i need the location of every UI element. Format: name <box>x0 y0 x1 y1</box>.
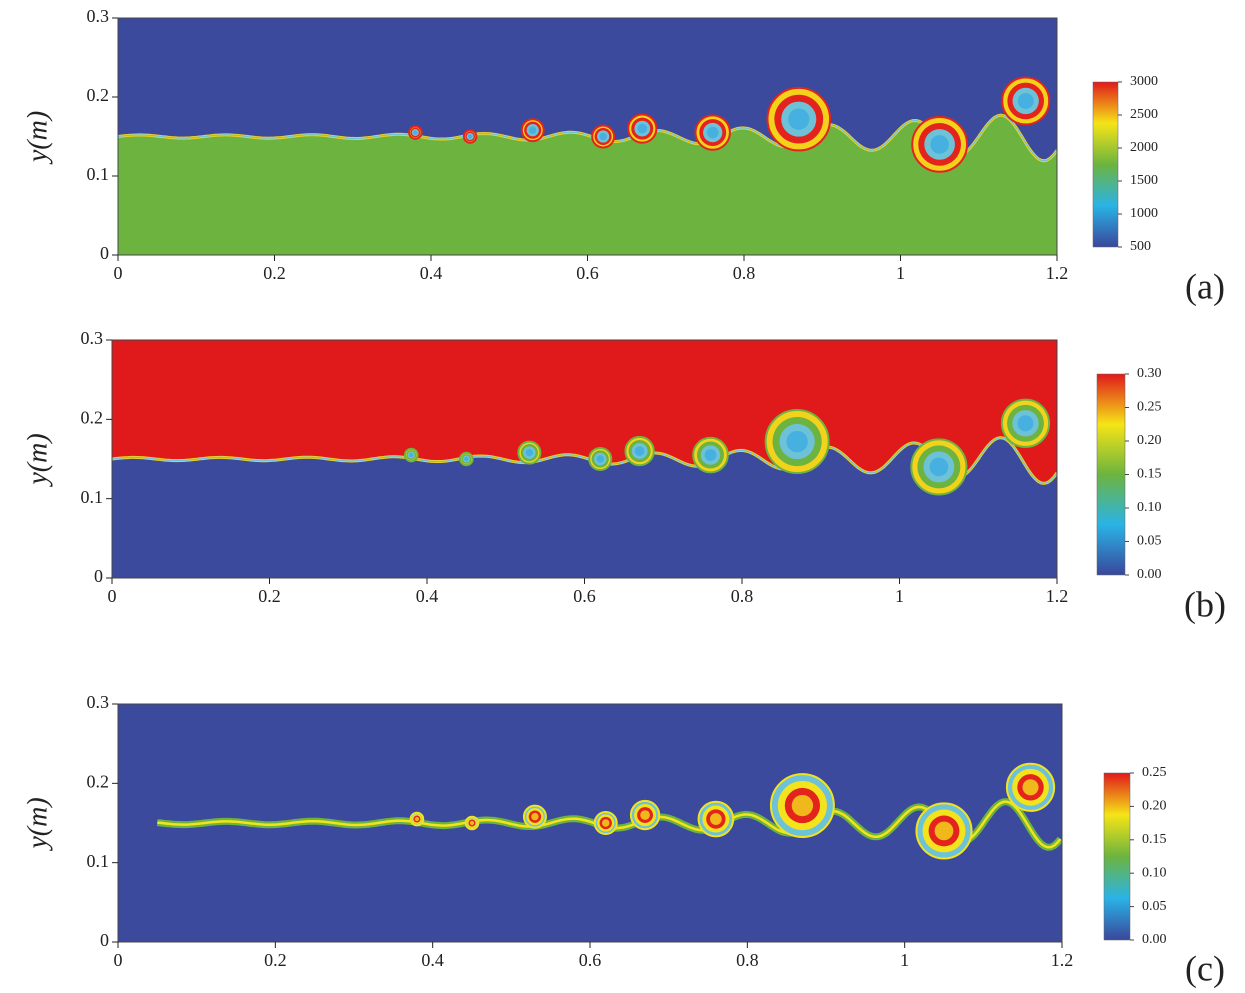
vortex <box>1017 415 1034 432</box>
colorbar-tick-label: 0.05 <box>1137 534 1162 549</box>
colorbar-tick-label: 0.00 <box>1142 932 1167 947</box>
colorbar-tick-label: 0.20 <box>1137 433 1162 448</box>
vortex <box>469 820 475 826</box>
vortex <box>525 448 534 457</box>
x-tick-label: 0.6 <box>573 586 596 606</box>
vortex <box>596 455 604 463</box>
vortex <box>409 452 414 458</box>
colorbar-tick-label: 0.15 <box>1142 832 1167 847</box>
vortex <box>634 446 645 456</box>
y-tick-label: 0.3 <box>87 6 110 26</box>
x-tick-label: 0 <box>114 950 123 970</box>
vortex <box>414 816 420 822</box>
lower-stream <box>112 437 1057 578</box>
y-tick-label: 0.1 <box>87 164 110 184</box>
y-axis-label: y(m) <box>22 797 53 851</box>
x-tick-label: 1.2 <box>1046 586 1069 606</box>
x-tick-label: 0.2 <box>263 263 286 283</box>
x-tick-label: 0.4 <box>421 950 444 970</box>
x-tick-label: 1.2 <box>1046 263 1069 283</box>
x-tick-label: 0.8 <box>736 950 759 970</box>
vortex <box>786 430 808 453</box>
colorbar-tick-label: 3000 <box>1130 74 1158 89</box>
colorbar-tick-label: 1000 <box>1130 206 1158 221</box>
vortex <box>929 457 949 477</box>
vortex <box>1017 92 1034 109</box>
vortex <box>529 126 537 134</box>
x-tick-label: 0.8 <box>731 586 754 606</box>
x-tick-label: 1 <box>896 263 905 283</box>
y-axis-label: y(m) <box>22 111 53 165</box>
colorbar-tick-label: 0.10 <box>1137 500 1162 515</box>
vortex <box>464 456 469 462</box>
colorbar-tick-label: 0.00 <box>1137 567 1162 582</box>
panel-label: (b) <box>1184 584 1226 624</box>
vortex <box>1022 779 1039 796</box>
vortex <box>791 794 814 817</box>
y-axis-label: y(m) <box>22 433 53 487</box>
colorbar-tick-label: 2000 <box>1130 140 1158 155</box>
x-tick-label: 1.2 <box>1051 950 1074 970</box>
colorbar-tick-label: 0.25 <box>1137 400 1162 415</box>
vortex <box>709 813 722 825</box>
shear-layer-core <box>112 437 1057 485</box>
x-tick-label: 0.2 <box>258 586 281 606</box>
panel-label: (c) <box>1185 948 1225 988</box>
x-tick-label: 0.4 <box>420 263 443 283</box>
vortex <box>930 135 949 154</box>
y-tick-label: 0.3 <box>81 328 104 348</box>
shear-layer-core <box>118 114 1057 162</box>
vortex <box>788 108 810 130</box>
colorbar <box>1092 81 1119 248</box>
colorbar-tick-label: 0.10 <box>1142 865 1167 880</box>
y-tick-label: 0.2 <box>87 85 110 105</box>
y-tick-label: 0 <box>100 930 109 950</box>
colorbar <box>1103 772 1131 941</box>
y-tick-label: 0.2 <box>81 407 104 427</box>
colorbar-tick-label: 0.20 <box>1142 799 1167 814</box>
y-tick-label: 0.3 <box>87 692 110 712</box>
colorbar-tick-label: 2500 <box>1130 107 1158 122</box>
vortex <box>531 812 539 821</box>
x-tick-label: 1 <box>895 586 904 606</box>
field <box>118 704 1062 942</box>
y-tick-label: 0.1 <box>87 851 110 871</box>
vortex <box>706 126 719 139</box>
x-tick-label: 1 <box>900 950 909 970</box>
x-tick-label: 0.6 <box>576 263 599 283</box>
field <box>118 18 1057 255</box>
colorbar-tick-label: 0.05 <box>1142 899 1167 914</box>
x-tick-label: 0.2 <box>264 950 287 970</box>
x-tick-label: 0.4 <box>416 586 439 606</box>
colorbar-tick-label: 500 <box>1130 239 1151 254</box>
panel-label: (a) <box>1185 266 1225 306</box>
vortex <box>601 819 610 827</box>
x-tick-label: 0.8 <box>733 263 756 283</box>
vortex <box>413 130 418 135</box>
vortex <box>934 821 954 841</box>
y-tick-label: 0.2 <box>87 771 110 791</box>
vortex <box>637 123 648 134</box>
vortex <box>640 810 650 820</box>
field <box>112 340 1057 578</box>
vortex <box>467 134 473 139</box>
x-tick-label: 0.6 <box>579 950 602 970</box>
x-tick-label: 0 <box>114 263 123 283</box>
x-tick-label: 0 <box>108 586 117 606</box>
colorbar-tick-label: 0.30 <box>1137 366 1162 381</box>
lower-stream <box>118 115 1057 255</box>
vortex <box>704 449 717 461</box>
colorbar-tick-label: 0.25 <box>1142 765 1167 780</box>
colorbar-tick-label: 0.15 <box>1137 467 1162 482</box>
vortex <box>599 132 607 141</box>
colorbar-tick-label: 1500 <box>1130 173 1158 188</box>
y-tick-label: 0.1 <box>81 487 104 507</box>
y-tick-label: 0 <box>100 243 109 263</box>
y-tick-label: 0 <box>94 566 103 586</box>
colorbar <box>1096 373 1126 576</box>
